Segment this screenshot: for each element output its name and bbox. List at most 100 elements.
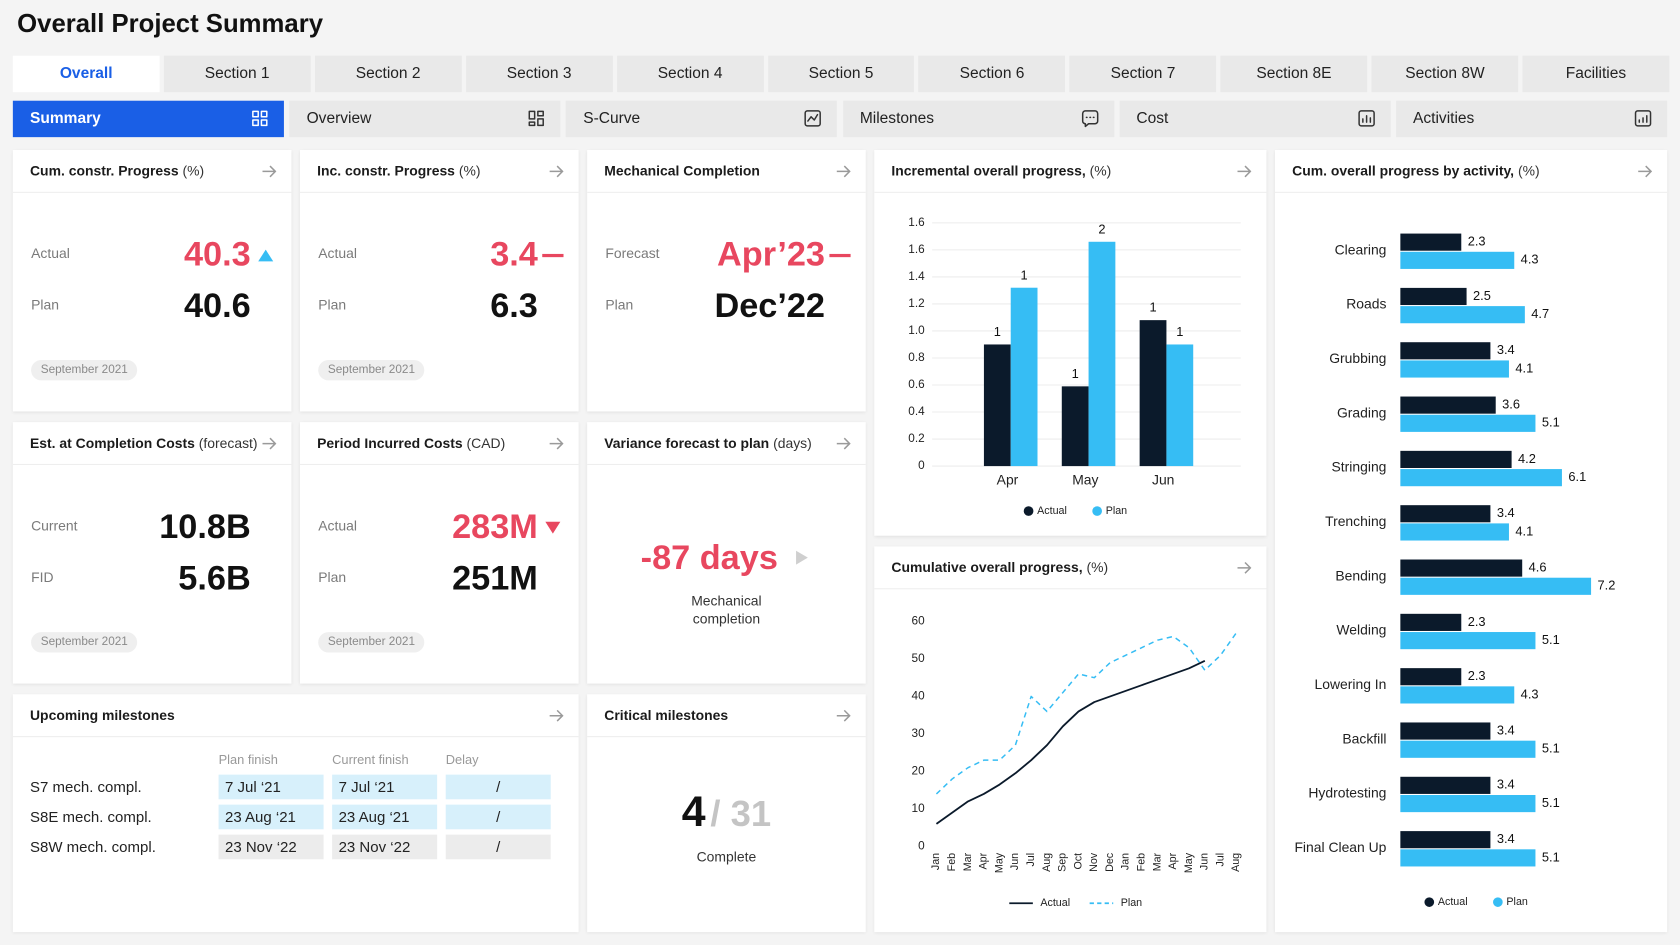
trend-shape: [258, 249, 274, 262]
trend-indicator: [258, 249, 274, 262]
open-arrow[interactable]: [261, 164, 277, 179]
open-arrow[interactable]: [1637, 164, 1653, 179]
milestone-cell: /: [445, 774, 551, 800]
trend-indicator: [542, 253, 564, 258]
kpi-card: Est. at Completion Costs (forecast) Curre…: [12, 422, 292, 684]
view-tab[interactable]: Cost: [1119, 100, 1391, 138]
card-unit: (days): [773, 435, 812, 452]
section-tab[interactable]: Section 4: [616, 55, 764, 93]
kpi-value: 10.8B: [159, 506, 251, 546]
kpi-card: Period Incurred Costs (CAD) Actual 283M Pla…: [300, 422, 579, 684]
view-tab-icon: [1634, 110, 1652, 127]
section-tab[interactable]: Section 7: [1069, 55, 1217, 93]
kpi-value: 251M: [452, 558, 538, 597]
section-tab[interactable]: Section 1: [163, 55, 311, 93]
open-arrow[interactable]: [836, 708, 851, 723]
kpi-value: 6.3: [490, 286, 538, 325]
open-arrow[interactable]: [1236, 164, 1252, 179]
kpi-value: 5.6B: [178, 558, 251, 597]
arrow-shape: [836, 437, 851, 450]
date-pill: September 2021: [318, 632, 425, 653]
card-unit: (%): [1089, 162, 1112, 179]
trend-indicator: [796, 550, 808, 565]
milestone-cell: 23 Nov ‘22: [332, 834, 438, 860]
section-tab[interactable]: Section 8W: [1371, 55, 1519, 93]
critical-done: 4: [681, 788, 706, 836]
open-arrow[interactable]: [549, 436, 564, 451]
kpi-label: Plan: [318, 568, 347, 586]
milestone-cell: /: [445, 804, 551, 830]
section-tab[interactable]: Section 6: [918, 55, 1066, 93]
arrow-shape: [1237, 165, 1252, 178]
view-tab-label: Activities: [1413, 110, 1475, 128]
view-tab[interactable]: S-Curve: [566, 100, 838, 138]
view-tab-icon: [528, 110, 545, 127]
card-title: Est. at Completion Costs: [30, 435, 195, 452]
section-tab[interactable]: Facilities: [1522, 55, 1670, 93]
open-arrow[interactable]: [1236, 560, 1252, 575]
kpi-label: Forecast: [605, 245, 660, 262]
arrow-shape: [262, 437, 277, 450]
icon-shape: [1634, 110, 1652, 127]
trend-shape: [796, 550, 808, 565]
card-title: Cumulative overall progress,: [891, 559, 1083, 576]
variance-caption: Mechanical completion: [691, 592, 762, 627]
section-tab[interactable]: Section 3: [465, 55, 613, 93]
kpi-value: Apr’23: [717, 234, 826, 274]
arrow-shape: [549, 165, 564, 178]
section-tab[interactable]: Overall: [12, 55, 160, 93]
view-tab[interactable]: Summary: [12, 100, 285, 138]
kpi-value: 40.6: [183, 286, 251, 325]
arrow-shape: [1237, 561, 1252, 574]
card-title: Critical milestones: [604, 707, 729, 724]
chart-card: Cum. overall progress by activity, (%): [1275, 150, 1668, 933]
view-tab-label: Cost: [1136, 110, 1169, 128]
card-unit: (CAD): [466, 435, 506, 452]
open-arrow[interactable]: [549, 708, 564, 723]
kpi-value: 3.4: [490, 234, 538, 274]
kpi-label: Actual: [31, 245, 70, 262]
kpi-card: Inc. constr. Progress (%) Actual 3.4 Plan 6.…: [300, 150, 579, 412]
view-tab-icon: [1081, 110, 1099, 128]
card-unit: (%): [1086, 559, 1109, 576]
trend-indicator: [545, 521, 561, 534]
kpi-label: Plan: [605, 296, 634, 313]
section-tab[interactable]: Section 8E: [1220, 55, 1368, 93]
card-unit: (forecast): [198, 435, 258, 452]
open-arrow[interactable]: [836, 436, 851, 451]
view-tab[interactable]: Milestones: [842, 100, 1114, 138]
card-header: Variance forecast to plan (days): [587, 422, 866, 466]
open-arrow[interactable]: [836, 164, 851, 179]
critical-total: / 31: [710, 793, 772, 835]
card-title: Period Incurred Costs: [317, 435, 463, 452]
milestone-name: S8E mech. compl.: [30, 807, 152, 826]
section-tab[interactable]: Section 5: [767, 55, 915, 93]
card-unit: (%): [182, 162, 205, 179]
milestone-cell: 7 Jul ‘21: [332, 774, 438, 800]
trend-indicator: [829, 253, 851, 258]
card-unit: (%): [458, 162, 481, 179]
view-tab[interactable]: Activities: [1395, 100, 1668, 138]
arrow-shape: [836, 165, 851, 178]
view-tab[interactable]: Overview: [289, 100, 561, 138]
open-arrow[interactable]: [549, 164, 564, 179]
date-pill: September 2021: [31, 632, 138, 653]
card-title: Cum. constr. Progress: [30, 162, 179, 179]
kpi-value: 40.3: [183, 234, 251, 274]
section-tab[interactable]: Section 2: [314, 55, 462, 93]
view-tab-label: S-Curve: [583, 110, 641, 128]
card-header: Cum. constr. Progress (%): [12, 150, 292, 193]
view-tab-icon: [1358, 110, 1375, 127]
kpi-label: Plan: [318, 296, 347, 313]
kpi-label: FID: [31, 568, 54, 586]
card-header: Critical milestones: [587, 694, 866, 738]
card-unit: (%): [1517, 162, 1540, 179]
kpi-label: Actual: [318, 245, 357, 262]
icon-shape: [804, 110, 822, 127]
milestones-card: Upcoming milestones Plan finish Current fi…: [12, 694, 579, 933]
card-title: Upcoming milestones: [30, 707, 175, 724]
icon-shape: [1358, 110, 1375, 127]
milestone-cell: 7 Jul ‘21: [218, 774, 324, 800]
open-arrow[interactable]: [261, 436, 277, 451]
